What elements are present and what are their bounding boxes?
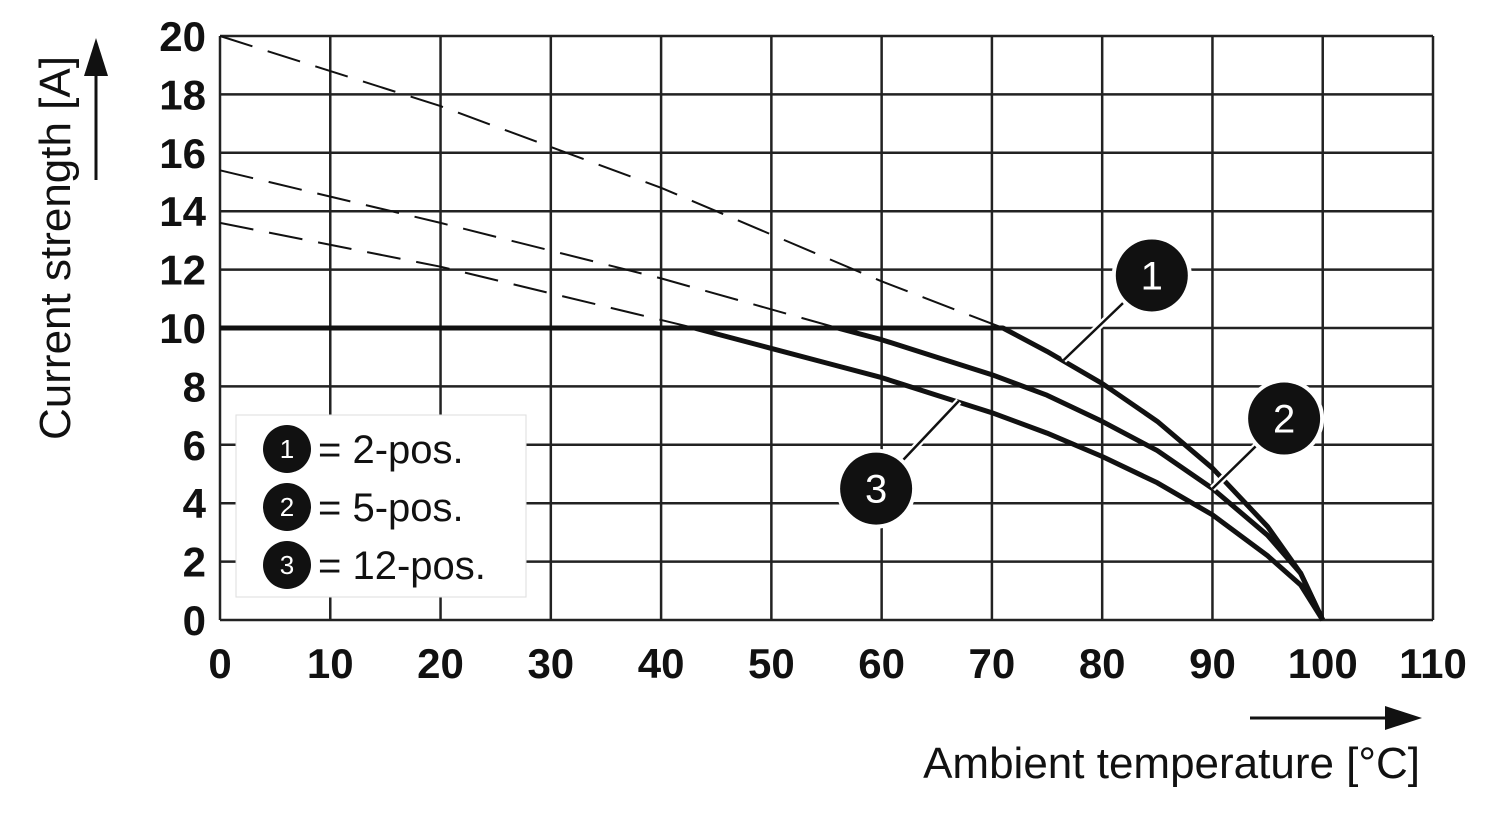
x-tick-label: 20 (417, 640, 464, 687)
legend: 1 = 2-pos. 2 = 5-pos. 3 = 12-pos. (235, 414, 527, 598)
derating-curves (220, 325, 1325, 622)
y-tick-label: 2 (183, 539, 206, 586)
x-tick-label: 40 (638, 640, 685, 687)
y-tick-label: 0 (183, 597, 206, 644)
extrapolation-lines (219, 35, 1004, 329)
y-axis-arrow (84, 38, 108, 180)
legend-item: 3 = 12-pos. (263, 541, 486, 589)
legend-marker-circle (263, 483, 311, 531)
legend-marker-number: 2 (280, 492, 294, 522)
x-tick-label: 70 (969, 640, 1016, 687)
legend-label: = 12-pos. (318, 544, 486, 588)
marker-circle (840, 452, 913, 525)
marker-number: 3 (865, 468, 887, 512)
y-tick-label: 10 (159, 305, 206, 352)
series-2-curve (220, 325, 1325, 622)
x-tick-label: 90 (1189, 640, 1236, 687)
y-axis-ticks: 0 2 4 6 8 10 12 14 16 18 20 (159, 13, 206, 644)
curve-markers: 1 2 3 (836, 235, 1325, 529)
x-axis-arrow (1250, 706, 1422, 730)
series-2-extrapolation (219, 169, 838, 329)
y-tick-label: 8 (183, 363, 206, 410)
y-tick-label: 18 (159, 71, 206, 118)
y-tick-label: 4 (183, 480, 207, 527)
x-tick-label: 50 (748, 640, 795, 687)
series-3-extrapolation (219, 221, 695, 329)
y-axis-label: Current strength [A] (31, 56, 80, 440)
y-tick-label: 6 (183, 422, 206, 469)
legend-marker-number: 1 (280, 434, 294, 464)
legend-marker-number: 3 (280, 550, 294, 580)
marker-circle (1115, 239, 1188, 312)
legend-label: = 5-pos. (318, 486, 464, 530)
x-tick-label: 30 (527, 640, 574, 687)
x-tick-label: 0 (208, 640, 231, 687)
x-tick-label: 80 (1079, 640, 1126, 687)
marker-circle (1248, 382, 1321, 455)
x-tick-label: 60 (858, 640, 905, 687)
x-tick-label: 100 (1288, 640, 1358, 687)
y-tick-label: 14 (159, 188, 206, 235)
legend-marker-circle (263, 541, 311, 589)
x-axis-ticks: 0 10 20 30 40 50 60 70 80 90 100 110 (208, 640, 1467, 687)
marker-number: 2 (1273, 398, 1295, 442)
y-tick-label: 16 (159, 130, 206, 177)
series-3-curve (220, 325, 1325, 622)
series-1-extrapolation (219, 35, 1004, 329)
x-axis-label: Ambient temperature [°C] (923, 739, 1420, 788)
x-tick-label: 110 (1399, 640, 1467, 687)
legend-item: 2 = 5-pos. (263, 483, 464, 531)
legend-item: 1 = 2-pos. (263, 425, 464, 473)
legend-label: = 2-pos. (318, 428, 464, 472)
marker-number: 1 (1141, 254, 1163, 298)
legend-marker-circle (263, 425, 311, 473)
x-tick-label: 10 (307, 640, 354, 687)
y-tick-label: 12 (159, 247, 206, 294)
y-tick-label: 20 (159, 13, 206, 60)
